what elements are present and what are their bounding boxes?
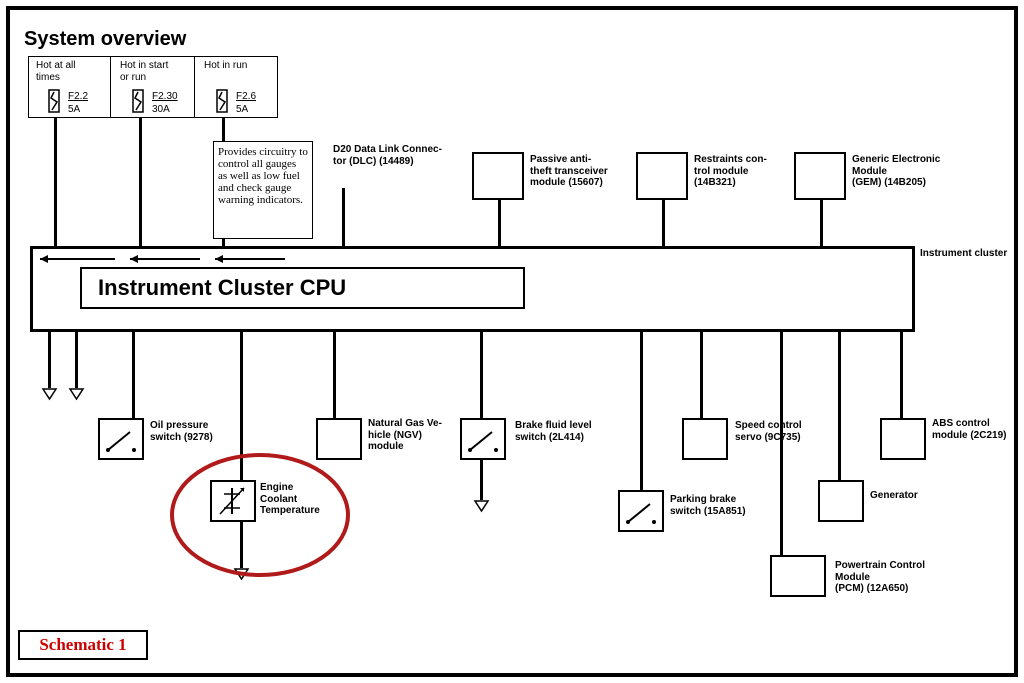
wire xyxy=(640,332,643,490)
cpu-box: Instrument Cluster CPU xyxy=(80,267,525,309)
module-box xyxy=(472,152,524,200)
wire xyxy=(498,200,501,246)
fuse-icon xyxy=(130,88,148,116)
switch-icon xyxy=(460,418,506,460)
module-box xyxy=(794,152,846,200)
module-label: Powertrain Control Module (PCM) (12A650) xyxy=(835,560,955,595)
wire xyxy=(240,522,243,568)
ground-icon xyxy=(42,388,57,400)
module-label: Speed control servo (9C735) xyxy=(735,420,835,443)
wire xyxy=(900,332,903,418)
switch-icon xyxy=(618,490,664,532)
module-label: Engine Coolant Temperature xyxy=(260,482,360,517)
module-box xyxy=(316,418,362,460)
switch-icon xyxy=(98,418,144,460)
page-title: System overview xyxy=(24,28,186,51)
cpu-label: Instrument Cluster CPU xyxy=(98,275,346,301)
wire xyxy=(240,332,243,480)
fuse-header: Hot at all times xyxy=(36,60,112,83)
module-label: ABS control module (2C219) xyxy=(932,418,1012,441)
wire xyxy=(480,332,483,418)
wire xyxy=(780,332,783,555)
module-box xyxy=(636,152,688,200)
bus-arrows xyxy=(30,252,290,266)
fuse-divider xyxy=(110,56,111,118)
module-label: Natural Gas Ve- hicle (NGV) module xyxy=(368,418,468,453)
module-label: Parking brake switch (15A851) xyxy=(670,494,770,517)
module-label: Passive anti- theft transceiver module (… xyxy=(530,154,640,189)
wire xyxy=(139,118,142,246)
fuse-header: Hot in run xyxy=(204,60,280,72)
wire xyxy=(480,460,483,500)
wire xyxy=(838,332,841,480)
module-label: Brake fluid level switch (2L414) xyxy=(515,420,615,443)
wire xyxy=(222,118,225,141)
module-label: Restraints con- trol module (14B321) xyxy=(694,154,804,189)
ground-icon xyxy=(69,388,84,400)
dlc-label: D20 Data Link Connec- tor (DLC) (14489) xyxy=(333,144,443,167)
module-box xyxy=(682,418,728,460)
wire xyxy=(662,200,665,246)
ground-icon xyxy=(234,568,249,580)
module-box xyxy=(770,555,826,597)
module-label: Oil pressure switch (9278) xyxy=(150,420,250,443)
fuse-icon xyxy=(214,88,232,116)
wire xyxy=(820,200,823,246)
fuse-rating: F2.25A xyxy=(68,90,88,116)
module-box xyxy=(880,418,926,460)
schematic-badge: Schematic 1 xyxy=(18,630,148,660)
wire xyxy=(48,332,51,388)
schematic-label: Schematic 1 xyxy=(39,635,126,655)
wire xyxy=(333,332,336,418)
fuse-icon xyxy=(46,88,64,116)
ground-icon xyxy=(474,500,489,512)
wire xyxy=(54,118,57,246)
module-box xyxy=(818,480,864,522)
cluster-label: Instrument cluster xyxy=(920,248,1010,260)
dlc-wire xyxy=(342,188,345,246)
wire xyxy=(222,239,225,246)
fuse-rating: F2.3030A xyxy=(152,90,178,116)
module-label: Generator xyxy=(870,490,970,502)
therm-icon xyxy=(210,480,256,522)
fuse-rating: F2.65A xyxy=(236,90,256,116)
module-label: Generic Electronic Module (GEM) (14B205) xyxy=(852,154,962,189)
fuse-divider xyxy=(194,56,195,118)
wire xyxy=(700,332,703,418)
wire xyxy=(75,332,78,388)
info-box: Provides circuitry to control all gauges… xyxy=(213,141,313,239)
wire xyxy=(132,332,135,418)
fuse-header: Hot in start or run xyxy=(120,60,196,83)
